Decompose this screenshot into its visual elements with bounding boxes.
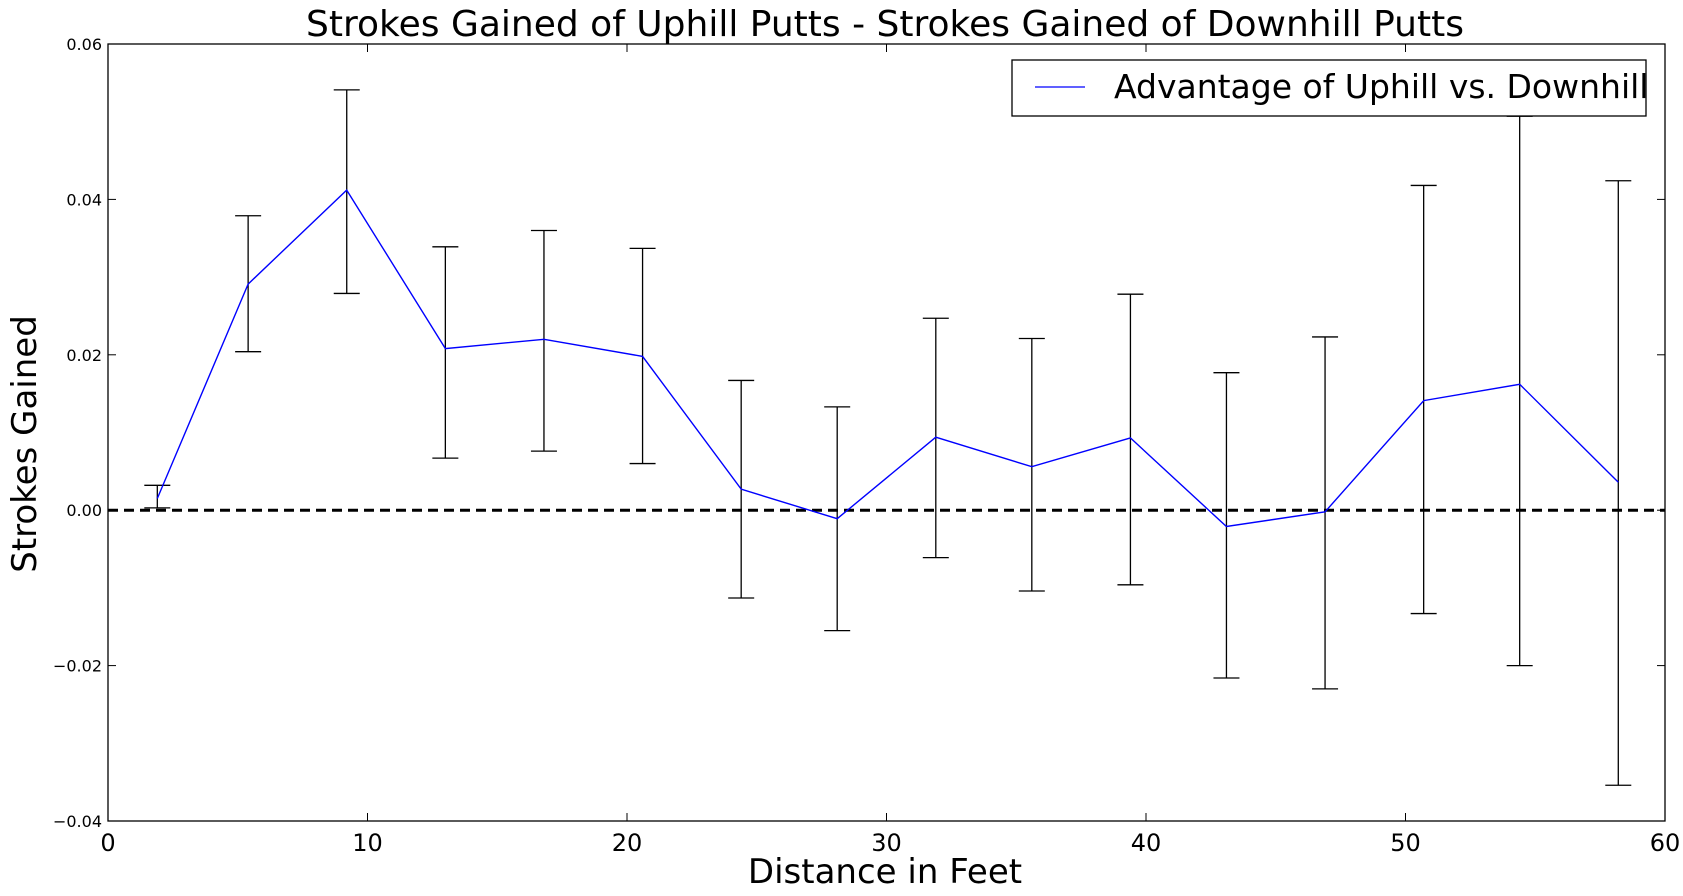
x-tick-label: 10 — [352, 829, 383, 857]
y-tick-label: 0.06 — [66, 35, 102, 54]
x-tick-label: 50 — [1390, 829, 1421, 857]
y-tick-label: −0.02 — [53, 657, 102, 676]
y-tick-label: −0.04 — [53, 812, 102, 831]
legend-label: Advantage of Uphill vs. Downhill — [1114, 67, 1648, 106]
plot-frame — [107, 43, 1666, 822]
legend-box — [1011, 59, 1647, 117]
x-tick-label: 60 — [1650, 829, 1681, 857]
y-tick-label: 0.00 — [66, 501, 102, 520]
x-axis-label: Distance in Feet — [748, 852, 1022, 892]
legend: Advantage of Uphill vs. Downhill — [1011, 59, 1648, 117]
chart-title: Strokes Gained of Uphill Putts - Strokes… — [306, 4, 1464, 45]
series-line — [156, 188, 1619, 528]
x-tick-label: 30 — [871, 829, 902, 857]
x-tick-label: 40 — [1131, 829, 1162, 857]
y-axis-label: Strokes Gained — [5, 315, 45, 573]
x-tick-label: 20 — [612, 829, 643, 857]
x-tick-label: 0 — [100, 829, 115, 857]
y-tick-label: 0.04 — [66, 190, 102, 209]
y-tick-label: 0.02 — [66, 346, 102, 365]
plot-area: 0 10 20 30 40 50 60 −0.04 −0.02 0.00 0.02 0.04 0.06 — [53, 35, 1680, 857]
